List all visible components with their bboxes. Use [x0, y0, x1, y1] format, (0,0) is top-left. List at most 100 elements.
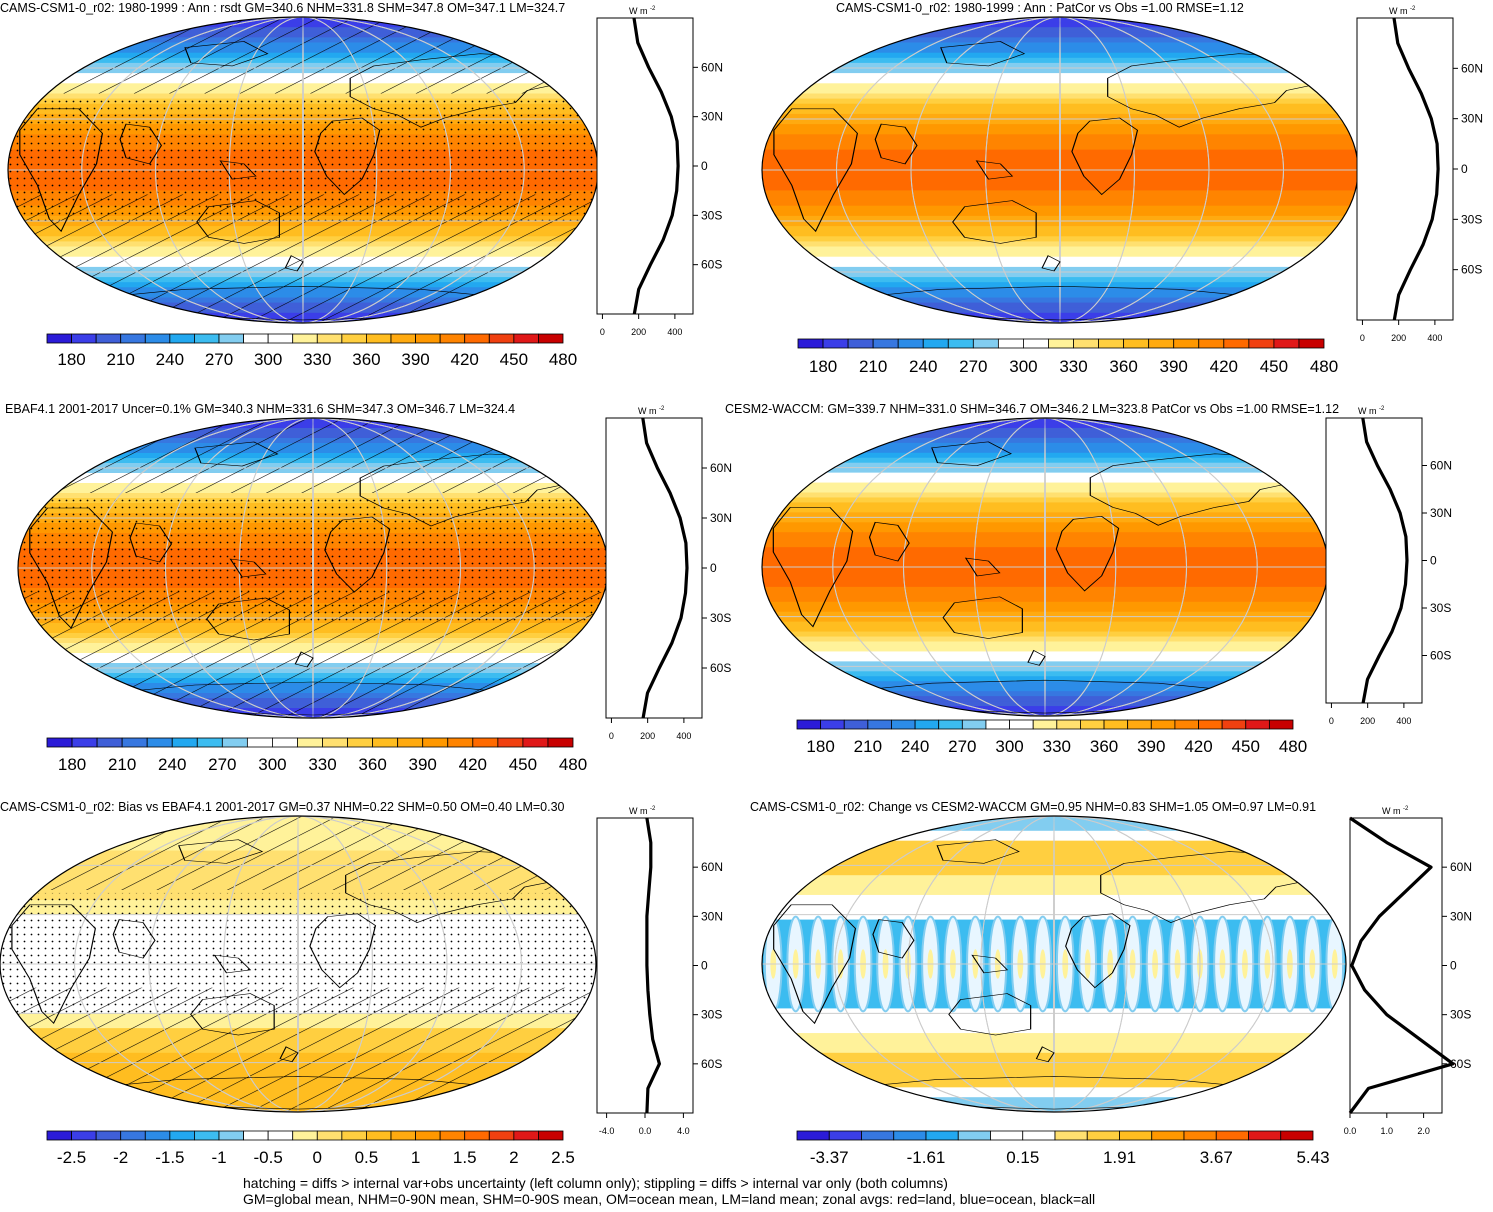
colorbar-swatch: [1023, 338, 1049, 349]
longitude-gridline: [297, 816, 299, 1112]
colorbar-swatch: [243, 333, 269, 344]
zonal-x-tick-label: 200: [1360, 716, 1375, 726]
colorbar-swatch: [1119, 1130, 1153, 1141]
colorbar-tick-label: 180: [806, 737, 834, 756]
panel-4: CESM2-WACCM: GM=339.7 NHM=331.0 SHM=346.…: [725, 402, 1452, 756]
colorbar-swatch: [120, 1130, 146, 1141]
colorbar-tick-label: 300: [258, 755, 286, 774]
colorbar-tick-label: 360: [1090, 737, 1118, 756]
longitude-gridline: [312, 418, 314, 718]
colorbar-swatch: [843, 719, 869, 730]
colorbar-tick-label: 270: [205, 350, 233, 369]
zonal-y-tick-label: 60N: [1430, 459, 1452, 473]
colorbar-tick-label: 270: [948, 737, 976, 756]
colorbar-swatch: [1280, 1130, 1314, 1141]
colorbar-swatch: [1248, 338, 1275, 349]
colorbar-tick-label: 480: [1310, 357, 1338, 376]
colorbar-tick-label: 390: [401, 350, 429, 369]
colorbar-swatch: [243, 1130, 269, 1141]
zonal-y-tick-label: 60S: [1430, 649, 1451, 663]
colorbar-swatch: [439, 333, 466, 344]
colorbar-tick-label: 180: [57, 350, 85, 369]
colorbar-swatch: [372, 737, 399, 748]
colorbar-tick-label: 1.91: [1103, 1148, 1136, 1167]
colorbar-swatch: [71, 1130, 97, 1141]
zonal-mean-curve: [645, 817, 661, 1114]
colorbar-swatch: [1054, 1130, 1088, 1141]
colorbar-swatch: [947, 338, 974, 349]
zonal-y-tick-label: 0: [710, 561, 717, 575]
zonal-x-tick-label: 0: [1360, 333, 1365, 343]
colorbar-tick-label: -2.5: [57, 1148, 86, 1167]
colorbar-swatch: [893, 1130, 927, 1141]
colorbar-swatch: [169, 333, 195, 344]
longitude-gridline: [1044, 418, 1046, 716]
colorbar-swatch: [272, 737, 298, 748]
colorbar-swatch: [897, 338, 924, 349]
colorbar-tick-label: 0: [313, 1148, 322, 1167]
colorbar-swatch: [221, 737, 248, 748]
longitude-gridline: [834, 816, 1274, 1112]
colorbar: 180 210 240 270 300 330 360 390 420 450 480: [796, 719, 1307, 756]
colorbar-swatch: [1248, 1130, 1282, 1141]
zonal-y-tick-label: 30S: [710, 611, 731, 625]
zonal-x-tick-label: 200: [640, 731, 655, 741]
zonal-x-tick-label: 0: [609, 731, 614, 741]
colorbar: -2.5 -2 -1.5 -1 -0.5 0 0.5 1 1.5 2 2.5: [46, 1130, 575, 1167]
zonal-y-tick-label: 60S: [701, 258, 722, 272]
colorbar-tick-label: -3.37: [810, 1148, 849, 1167]
zonal-unit-exponent: -2: [650, 806, 656, 812]
colorbar-tick-label: 240: [909, 357, 937, 376]
panel-title: CAMS-CSM1-0_r02: Bias vs EBAF4.1 2001-20…: [0, 800, 565, 814]
panel-2: CAMS-CSM1-0_r02: 1980-1999 : Ann : PatCo…: [761, 1, 1483, 376]
colorbar-swatch: [985, 719, 1010, 730]
colorbar-swatch: [46, 333, 72, 344]
zonal-y-tick-label: 0: [1430, 554, 1437, 568]
colorbar-tick-label: 210: [854, 737, 882, 756]
zonal-y-tick-label: 60N: [701, 60, 723, 74]
colorbar-tick-label: 5.43: [1296, 1148, 1329, 1167]
colorbar-swatch: [925, 1130, 959, 1141]
zonal-mean-curve: [641, 417, 689, 719]
colorbar-tick-label: 420: [459, 755, 487, 774]
zonal-unit-exponent: -2: [1403, 806, 1409, 812]
colorbar-tick-label: 420: [451, 350, 479, 369]
map-border: [761, 815, 1347, 1113]
panel-title: CAMS-CSM1-0_r02: Change vs CESM2-WACCM G…: [750, 800, 1316, 814]
colorbar-swatch: [144, 333, 171, 344]
colorbar-swatch: [390, 1130, 416, 1141]
colorbar-swatch: [796, 1130, 830, 1141]
colorbar-swatch: [1103, 719, 1129, 730]
zonal-y-tick-label: 30S: [701, 208, 722, 222]
zonal-mean-plot: W m -2 60N 30N 0 30S 60S 0 200 400: [1356, 6, 1483, 343]
zonal-x-tick-label: 0: [600, 327, 605, 337]
colorbar-tick-label: 450: [1260, 357, 1288, 376]
colorbar-tick-label: -1.5: [155, 1148, 184, 1167]
colorbar-tick-label: 3.67: [1200, 1148, 1233, 1167]
colorbar-swatch: [246, 737, 273, 748]
longitude-gridline: [223, 816, 373, 1112]
colorbar-swatch: [144, 1130, 171, 1141]
longitude-gridline: [980, 816, 1128, 1112]
colorbar-tick-label: 240: [158, 755, 186, 774]
zonal-x-tick-label: 2.0: [1417, 1126, 1430, 1136]
zonal-x-tick-label: 200: [631, 327, 646, 337]
colorbar-tick-label: 360: [358, 755, 386, 774]
panel-title: CAMS-CSM1-0_r02: 1980-1999 : Ann : rsdt …: [0, 1, 565, 15]
longitude-gridline: [302, 17, 304, 323]
longitude-gridline: [228, 17, 378, 323]
colorbar-tick-label: 180: [58, 755, 86, 774]
zonal-x-tick-label: 400: [1427, 333, 1442, 343]
zonal-x-tick-label: 0.0: [1344, 1126, 1357, 1136]
colorbar: 180 210 240 270 300 330 360 390 420 450 480: [46, 737, 587, 774]
colorbar-tick-label: 300: [1009, 357, 1037, 376]
map-field: [762, 816, 1346, 1112]
colorbar-swatch: [538, 1130, 564, 1141]
colorbar-swatch: [828, 1130, 862, 1141]
zonal-frame: [1349, 817, 1443, 1114]
colorbar-swatch: [990, 1130, 1024, 1141]
colorbar-swatch: [46, 1130, 72, 1141]
panel-1: CAMS-CSM1-0_r02: 1980-1999 : Ann : rsdt …: [0, 1, 723, 369]
colorbar-swatch: [169, 1130, 195, 1141]
colorbar-swatch: [464, 1130, 490, 1141]
